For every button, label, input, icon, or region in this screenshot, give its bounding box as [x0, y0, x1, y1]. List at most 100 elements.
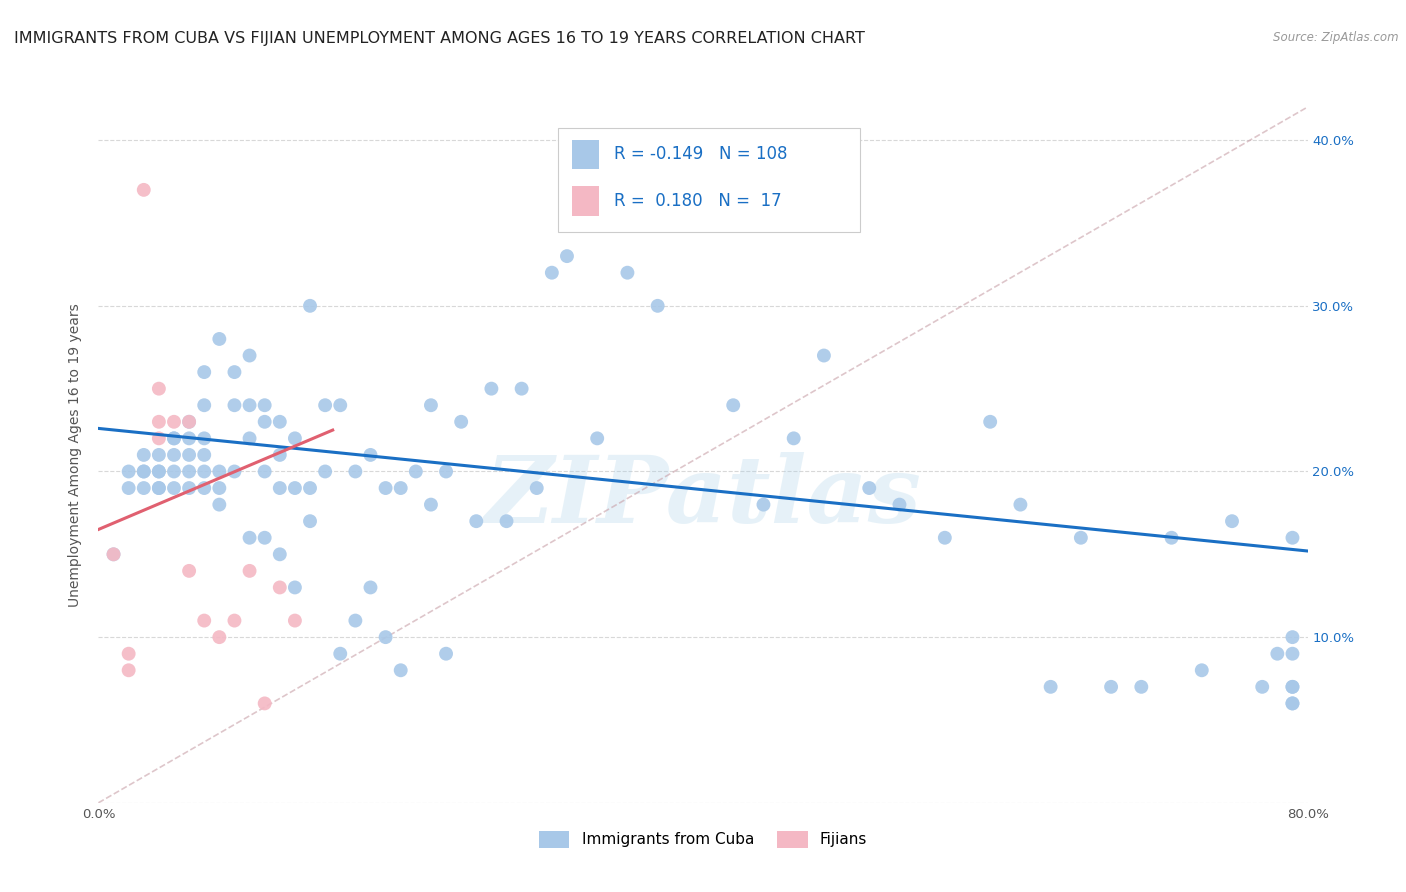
Point	[858, 481, 880, 495]
Point	[314, 465, 336, 479]
Point	[208, 465, 231, 479]
Point	[224, 614, 246, 628]
Point	[360, 448, 382, 462]
Point	[193, 431, 215, 445]
Point	[132, 481, 155, 495]
Point	[481, 382, 503, 396]
Point	[284, 431, 307, 445]
Point	[118, 465, 141, 479]
Point	[269, 547, 291, 561]
Point	[1281, 697, 1303, 711]
Point	[314, 398, 336, 412]
Point	[193, 398, 215, 412]
Point	[1267, 647, 1289, 661]
Point	[163, 431, 186, 445]
Point	[253, 398, 276, 412]
Point	[450, 415, 472, 429]
Point	[103, 547, 125, 561]
Point	[208, 332, 231, 346]
Point	[389, 481, 412, 495]
Point	[889, 498, 911, 512]
Point	[163, 465, 186, 479]
Point	[179, 448, 201, 462]
Point	[148, 465, 170, 479]
Point	[934, 531, 956, 545]
Point	[1251, 680, 1274, 694]
Point	[163, 431, 186, 445]
Point	[239, 349, 262, 363]
Point	[405, 465, 427, 479]
Point	[1191, 663, 1213, 677]
Point	[1220, 514, 1243, 528]
Point	[692, 216, 714, 230]
Point	[208, 481, 231, 495]
Point	[253, 465, 276, 479]
Point	[344, 465, 367, 479]
Point	[163, 481, 186, 495]
Point	[284, 614, 307, 628]
Point	[389, 663, 412, 677]
Point	[555, 249, 578, 263]
Point	[374, 481, 396, 495]
Point	[676, 199, 699, 213]
Point	[329, 398, 352, 412]
Point	[1130, 680, 1153, 694]
Point	[179, 465, 201, 479]
Point	[148, 431, 170, 445]
Text: R = -0.149   N = 108: R = -0.149 N = 108	[613, 145, 787, 163]
Point	[269, 481, 291, 495]
Point	[148, 481, 170, 495]
Point	[132, 183, 155, 197]
Point	[193, 448, 215, 462]
Text: R =  0.180   N =  17: R = 0.180 N = 17	[613, 192, 782, 210]
Point	[1010, 498, 1032, 512]
Point	[163, 448, 186, 462]
Point	[269, 448, 291, 462]
Point	[1281, 647, 1303, 661]
Y-axis label: Unemployment Among Ages 16 to 19 years: Unemployment Among Ages 16 to 19 years	[69, 303, 83, 607]
Point	[193, 365, 215, 379]
Point	[193, 465, 215, 479]
Point	[253, 697, 276, 711]
Point	[374, 630, 396, 644]
Point	[179, 431, 201, 445]
Point	[193, 481, 215, 495]
Point	[148, 448, 170, 462]
Point	[540, 266, 562, 280]
Point	[434, 647, 457, 661]
Point	[132, 465, 155, 479]
Point	[208, 498, 231, 512]
Point	[1099, 680, 1122, 694]
Point	[647, 299, 669, 313]
Point	[239, 431, 262, 445]
Point	[239, 564, 262, 578]
Point	[510, 382, 533, 396]
Point	[118, 481, 141, 495]
FancyBboxPatch shape	[572, 140, 599, 169]
Point	[269, 581, 291, 595]
Point	[148, 415, 170, 429]
Point	[813, 349, 835, 363]
Point	[495, 514, 517, 528]
Point	[1070, 531, 1092, 545]
Point	[103, 547, 125, 561]
Point	[465, 514, 488, 528]
Point	[1281, 630, 1303, 644]
Point	[420, 498, 443, 512]
Point	[269, 415, 291, 429]
Point	[1281, 697, 1303, 711]
Point	[360, 581, 382, 595]
Point	[299, 481, 322, 495]
Point	[179, 415, 201, 429]
Point	[148, 481, 170, 495]
Point	[723, 398, 745, 412]
Point	[118, 663, 141, 677]
Point	[344, 614, 367, 628]
Point	[526, 481, 548, 495]
Point	[1160, 531, 1182, 545]
Point	[224, 365, 246, 379]
Point	[148, 382, 170, 396]
Point	[1039, 680, 1062, 694]
Point	[1281, 531, 1303, 545]
Text: Source: ZipAtlas.com: Source: ZipAtlas.com	[1274, 31, 1399, 45]
